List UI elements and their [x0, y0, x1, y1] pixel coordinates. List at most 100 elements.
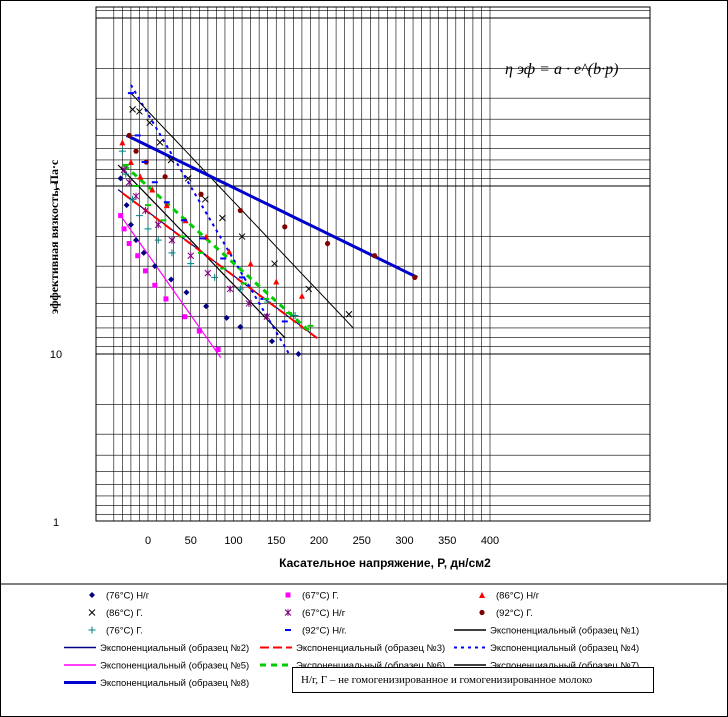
- data-point: [238, 233, 246, 240]
- data-point: [140, 249, 147, 256]
- data-point: [132, 192, 140, 200]
- data-point: [129, 106, 136, 113]
- data-point: [237, 323, 244, 330]
- data-point: [119, 139, 126, 146]
- data-point: [135, 212, 143, 220]
- y-tick-label: 1: [53, 517, 59, 529]
- y-axis-label: эффективная вязкость, Па·с: [47, 159, 61, 314]
- data-point: [295, 351, 302, 357]
- data-point: [144, 225, 152, 233]
- legend-entry: (86°C) Н/г: [496, 591, 540, 602]
- data-point: [219, 214, 226, 222]
- legend-entry: (92°C) Н/г.: [302, 626, 347, 637]
- data-point: [135, 253, 141, 259]
- data-point: [117, 175, 124, 182]
- grid: [95, 6, 651, 522]
- data-point: [226, 248, 233, 255]
- data-point: [187, 252, 195, 260]
- data-point: [168, 236, 176, 244]
- data-point: [152, 282, 158, 288]
- y-tick-label: 1: [53, 181, 59, 193]
- legend-entry: (86°C) Г.: [106, 608, 143, 619]
- trendline: [125, 134, 418, 279]
- legend-entry: (76°C) Г.: [106, 626, 143, 637]
- y-axis-title: эффективная вязкость, Па·с: [47, 159, 61, 314]
- x-tick-label: 250: [353, 535, 371, 547]
- trendline: [121, 192, 320, 341]
- data-point: [142, 268, 148, 274]
- data-point: [125, 178, 133, 186]
- trendline: [123, 163, 312, 334]
- plot-area-border: [95, 6, 651, 522]
- data-point: [137, 173, 144, 180]
- legend-entry: (67°C) Г.: [302, 591, 339, 602]
- data-point: [156, 139, 164, 146]
- data-point: [154, 221, 162, 229]
- x-tick-label: 50: [185, 535, 197, 547]
- data-point: [167, 156, 175, 164]
- data-point: [121, 226, 127, 232]
- x-tick-label: 100: [224, 535, 242, 547]
- data-points: [117, 92, 418, 357]
- data-point: [271, 260, 278, 268]
- formula: η эф = a · e^(b·p): [505, 61, 618, 78]
- tick-labels: 0 50 100 150 200 250 300 350 400 1 10 1: [50, 181, 499, 547]
- data-point: [263, 313, 271, 321]
- data-point: [118, 213, 124, 219]
- legend-marker: [285, 592, 291, 598]
- legend-entry: Экспоненциальный (образец №6): [296, 661, 445, 672]
- data-point: [123, 202, 130, 209]
- legend-marker: [88, 626, 96, 634]
- legend-marker: [479, 609, 485, 616]
- x-tick-label: 150: [267, 535, 285, 547]
- data-point: [282, 224, 288, 230]
- x-tick-label: 350: [438, 535, 456, 547]
- data-point: [236, 285, 244, 293]
- data-point: [345, 310, 353, 318]
- data-point: [226, 285, 234, 293]
- trendline: [130, 84, 290, 355]
- data-point: [163, 202, 170, 209]
- data-point: [163, 296, 169, 302]
- data-point: [168, 276, 175, 283]
- data-point: [291, 312, 299, 320]
- data-point: [371, 253, 378, 259]
- y-tick-label: 10: [50, 349, 62, 361]
- legend-entry: Экспоненциальный (образец №4): [490, 643, 639, 654]
- data-point: [196, 328, 202, 334]
- data-point: [201, 195, 209, 203]
- legend-entry: (76°C) Н/г: [106, 591, 150, 602]
- data-point: [151, 263, 158, 270]
- data-point: [198, 191, 204, 197]
- legend-entry: Экспоненциальный (образец №1): [490, 626, 639, 637]
- data-point: [118, 147, 126, 155]
- data-point: [324, 240, 331, 247]
- x-tick-label: 0: [145, 535, 151, 547]
- data-point: [215, 346, 221, 352]
- legend-marker: [479, 592, 485, 598]
- data-point: [247, 260, 254, 267]
- legend-entry: Экспоненциальный (образец №5): [100, 661, 249, 672]
- data-point: [154, 236, 162, 244]
- data-point: [298, 292, 305, 299]
- data-point: [126, 132, 132, 139]
- data-point: [146, 119, 154, 127]
- x-tick-label: 200: [310, 535, 328, 547]
- data-point: [204, 269, 212, 277]
- data-point: [245, 299, 253, 307]
- data-point: [129, 195, 137, 203]
- data-point: [412, 274, 418, 281]
- data-point: [211, 273, 219, 281]
- data-point: [203, 303, 210, 310]
- x-tick-label: 400: [481, 535, 499, 547]
- data-point: [142, 207, 149, 215]
- data-point: [136, 108, 143, 115]
- legend: (76°C) Н/г (67°C) Г. (86°C) Н/г (86°C) Г. (6…: [0, 583, 728, 689]
- legend-marker: [284, 609, 292, 616]
- data-point: [268, 338, 275, 345]
- data-point: [182, 314, 188, 320]
- data-point: [149, 186, 156, 193]
- data-point: [162, 174, 168, 180]
